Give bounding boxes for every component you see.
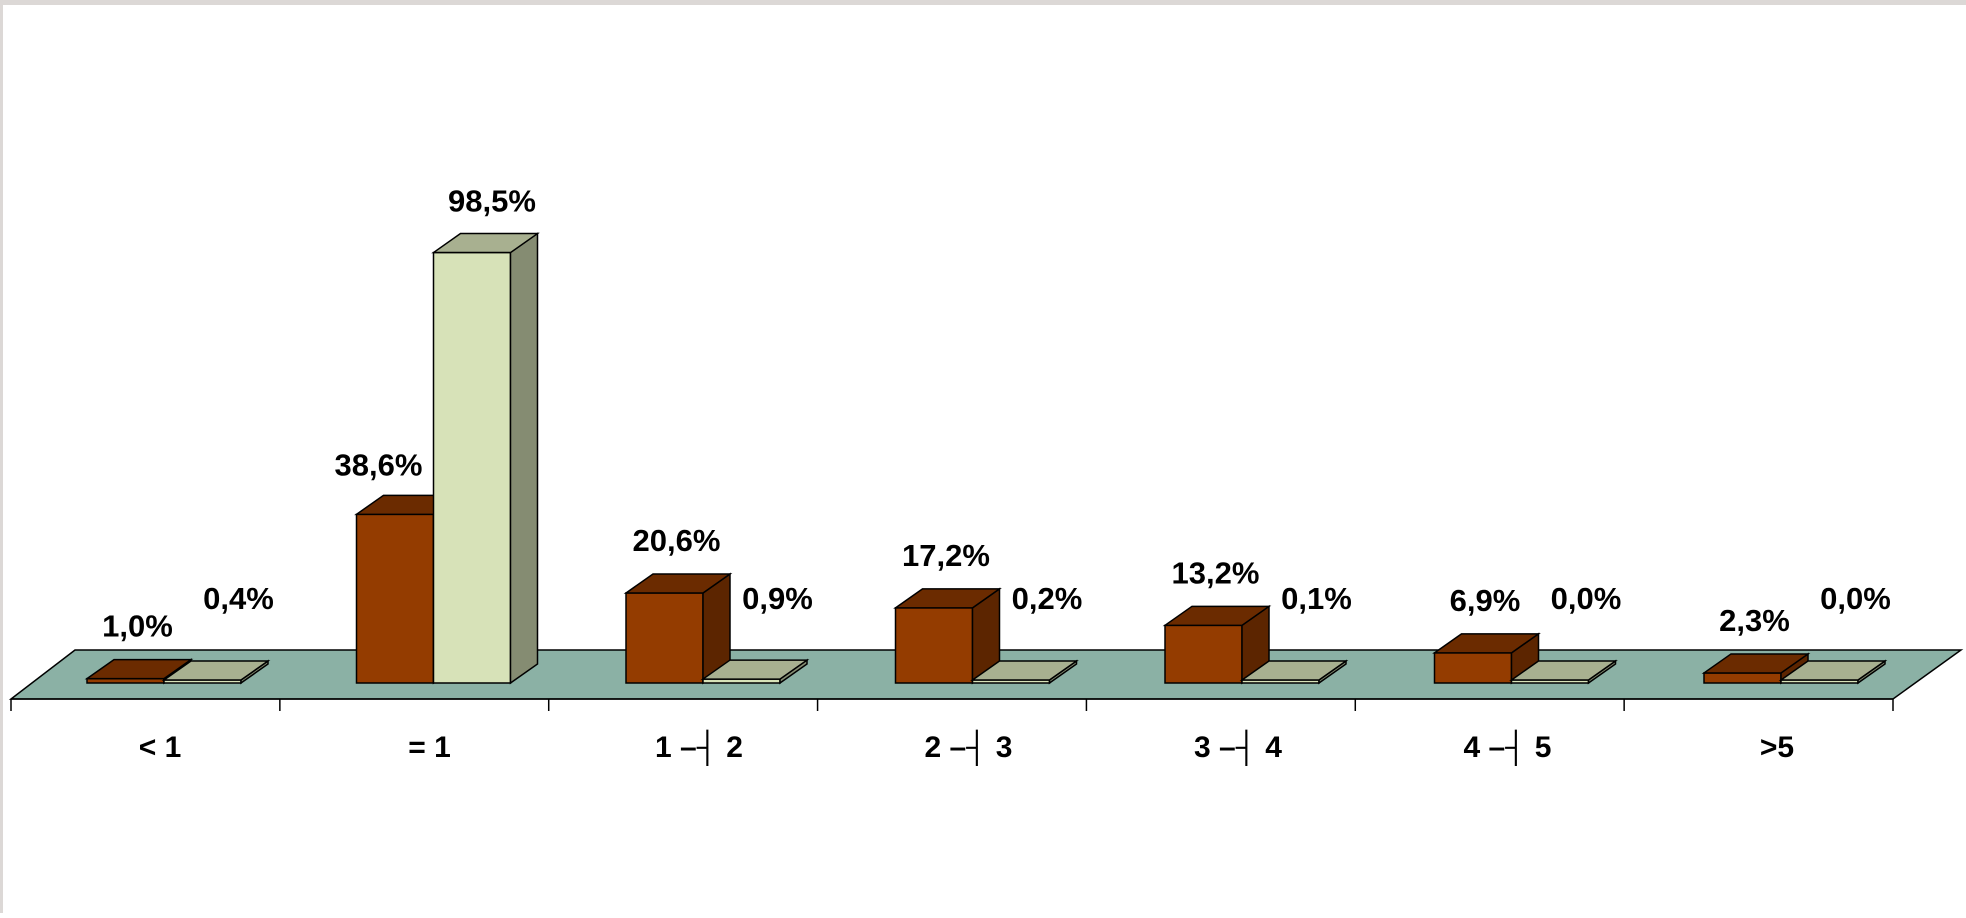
- bar-top: [431, 232, 540, 254]
- data-label: 2,3%: [1719, 603, 1790, 638]
- bar-front: [1164, 624, 1243, 684]
- bar: [1778, 659, 1888, 685]
- bar-top: [1778, 660, 1888, 681]
- data-labels: 1,0% 0,4% 38,6% 98,5% 20,6% 0,9% 17,2% 0,2% 13,2…: [102, 184, 1891, 644]
- category-label: 3 –┤ 4: [1194, 729, 1282, 767]
- bar-top: [623, 573, 733, 594]
- bar: [970, 659, 1079, 685]
- bar: [623, 572, 733, 685]
- bar-top: [1701, 653, 1811, 674]
- bar-front: [1703, 672, 1782, 684]
- bar-front: [894, 607, 974, 684]
- bar-front: [625, 592, 704, 684]
- data-label: 1,0%: [102, 609, 173, 644]
- category-label: = 1: [408, 731, 451, 764]
- data-label: 17,2%: [902, 538, 990, 573]
- category-label: 1 –┤ 2: [655, 729, 743, 767]
- data-label: 13,2%: [1172, 555, 1260, 590]
- bar: [1162, 604, 1272, 685]
- bar: [1239, 659, 1349, 685]
- data-label: 0,2%: [1012, 581, 1083, 616]
- data-label: 38,6%: [335, 447, 423, 482]
- bar-top: [1239, 660, 1349, 681]
- bar-top: [970, 660, 1079, 681]
- category-label: >5: [1760, 731, 1794, 764]
- bar-top: [893, 588, 1002, 609]
- category-label: 4 –┤ 5: [1464, 729, 1552, 767]
- bar-top: [1432, 633, 1541, 654]
- bar-front: [1433, 652, 1513, 684]
- category-label: 2 –┤ 3: [925, 729, 1013, 767]
- bar: [700, 658, 810, 685]
- data-label: 0,9%: [742, 581, 813, 616]
- bar-side: [509, 232, 539, 685]
- bar-chart: < 1 = 1 1 –┤ 2 2 –┤ 3 3 –┤ 4 4 –┤ 5 >5 1,0% 0,4…: [8, 184, 1964, 767]
- data-label: 6,9%: [1450, 583, 1521, 618]
- data-label: 0,0%: [1551, 581, 1622, 616]
- bar-top: [700, 659, 810, 680]
- bar: [1509, 659, 1618, 685]
- category-label: < 1: [139, 731, 182, 764]
- data-label: 0,0%: [1820, 581, 1891, 616]
- bar-front: [432, 251, 512, 684]
- data-label: 0,4%: [203, 581, 274, 616]
- data-label: 98,5%: [448, 184, 536, 219]
- bar: [431, 232, 540, 685]
- bar-top: [84, 658, 194, 680]
- x-axis: < 1 = 1 1 –┤ 2 2 –┤ 3 3 –┤ 4 4 –┤ 5 >5: [10, 698, 1894, 767]
- bar-top: [1509, 660, 1618, 681]
- data-label: 0,1%: [1281, 581, 1352, 616]
- data-label: 20,6%: [633, 523, 721, 558]
- bar: [893, 587, 1002, 685]
- bar-front: [355, 513, 435, 684]
- bar-top: [1162, 605, 1272, 627]
- bars: [84, 232, 1888, 685]
- bar: [1432, 632, 1541, 685]
- bar: [161, 659, 271, 685]
- bar-top: [161, 660, 271, 681]
